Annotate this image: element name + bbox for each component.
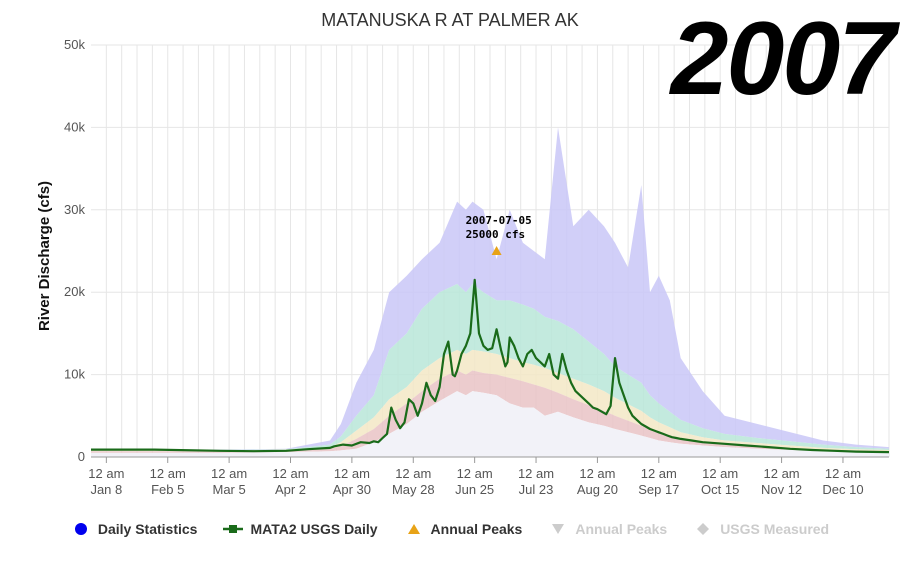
band-p25-min <box>91 370 889 453</box>
x-tick-label-time: 12 am <box>579 466 615 481</box>
x-tick-label-date: Apr 2 <box>275 482 306 497</box>
x-tick-label-date: Oct 15 <box>701 482 739 497</box>
y-tick-label: 40k <box>64 119 85 134</box>
legend-item-mata2-usgs-daily[interactable]: MATA2 USGS Daily <box>223 521 378 537</box>
x-tick-label-time: 12 am <box>457 466 493 481</box>
circle-icon <box>71 522 91 536</box>
band-p50-p25 <box>91 349 889 452</box>
annual-peak-date-label: 2007-07-05 <box>466 214 532 227</box>
x-tick-label-date: Jun 25 <box>455 482 494 497</box>
y-tick-label: 10k <box>64 367 85 382</box>
legend-label: Annual Peaks <box>575 521 668 537</box>
x-tick-label-date: Feb 5 <box>151 482 184 497</box>
diamond-icon <box>693 522 713 536</box>
x-tick-label-time: 12 am <box>702 466 738 481</box>
annual-peak-marker[interactable] <box>491 246 502 255</box>
x-tick-label-date: Dec 10 <box>822 482 863 497</box>
triangle-down-icon <box>548 522 568 536</box>
band-below-min <box>91 391 889 457</box>
x-tick-label-date: Aug 20 <box>577 482 618 497</box>
line-square-icon <box>223 522 244 536</box>
x-tick-label-time: 12 am <box>395 466 431 481</box>
y-tick-label: 30k <box>64 202 85 217</box>
legend-label: Daily Statistics <box>97 521 198 537</box>
legend-item-annual-peaks-down[interactable]: Annual Peaks <box>548 521 667 537</box>
annual-peak-value-label: 25000 cfs <box>466 228 526 241</box>
y-tick-label: 20k <box>64 284 85 299</box>
x-tick-label-time: 12 am <box>150 466 186 481</box>
x-tick-label-time: 12 am <box>272 466 308 481</box>
chart-title: MATANUSKA R AT PALMER AK <box>321 10 578 30</box>
legend-label: Annual Peaks <box>430 521 523 537</box>
triangle-up-icon <box>404 522 424 536</box>
legend: Daily Statistics MATA2 USGS Daily Annual P… <box>0 516 900 542</box>
x-tick-label-date: Nov 12 <box>761 482 802 497</box>
y-axis-label: River Discharge (cfs) <box>36 181 53 331</box>
x-tick-label-date: Apr 30 <box>333 482 371 497</box>
x-tick-label-time: 12 am <box>334 466 370 481</box>
legend-label: USGS Measured <box>720 521 830 537</box>
x-tick-label-date: Jul 23 <box>519 482 554 497</box>
legend-item-annual-peaks[interactable]: Annual Peaks <box>404 521 523 537</box>
x-tick-label-date: Sep 17 <box>638 482 679 497</box>
series-line-mata2-usgs-daily <box>91 278 890 454</box>
grid <box>91 44 890 458</box>
x-tick-label-time: 12 am <box>764 466 800 481</box>
x-tick-label-time: 12 am <box>88 466 124 481</box>
band-p75-p50 <box>91 284 889 451</box>
legend-label: MATA2 USGS Daily <box>250 521 378 537</box>
x-tick-label-date: Mar 5 <box>212 482 245 497</box>
x-tick-label-time: 12 am <box>518 466 554 481</box>
y-tick-label: 0 <box>78 449 85 464</box>
x-tick-label-date: Jan 8 <box>90 482 122 497</box>
x-tick-label-time: 12 am <box>211 466 247 481</box>
y-tick-label: 50k <box>64 37 85 52</box>
legend-item-daily-statistics[interactable]: Daily Statistics <box>71 521 198 537</box>
x-tick-label-date: May 28 <box>392 482 435 497</box>
x-tick-label-time: 12 am <box>825 466 861 481</box>
band-max-p75 <box>91 127 889 451</box>
year-stamp: 2007 <box>670 1 896 117</box>
x-tick-label-time: 12 am <box>641 466 677 481</box>
legend-item-usgs-measured[interactable]: USGS Measured <box>693 521 829 537</box>
series-layer <box>91 278 890 454</box>
daily-statistics-bands <box>91 127 889 457</box>
